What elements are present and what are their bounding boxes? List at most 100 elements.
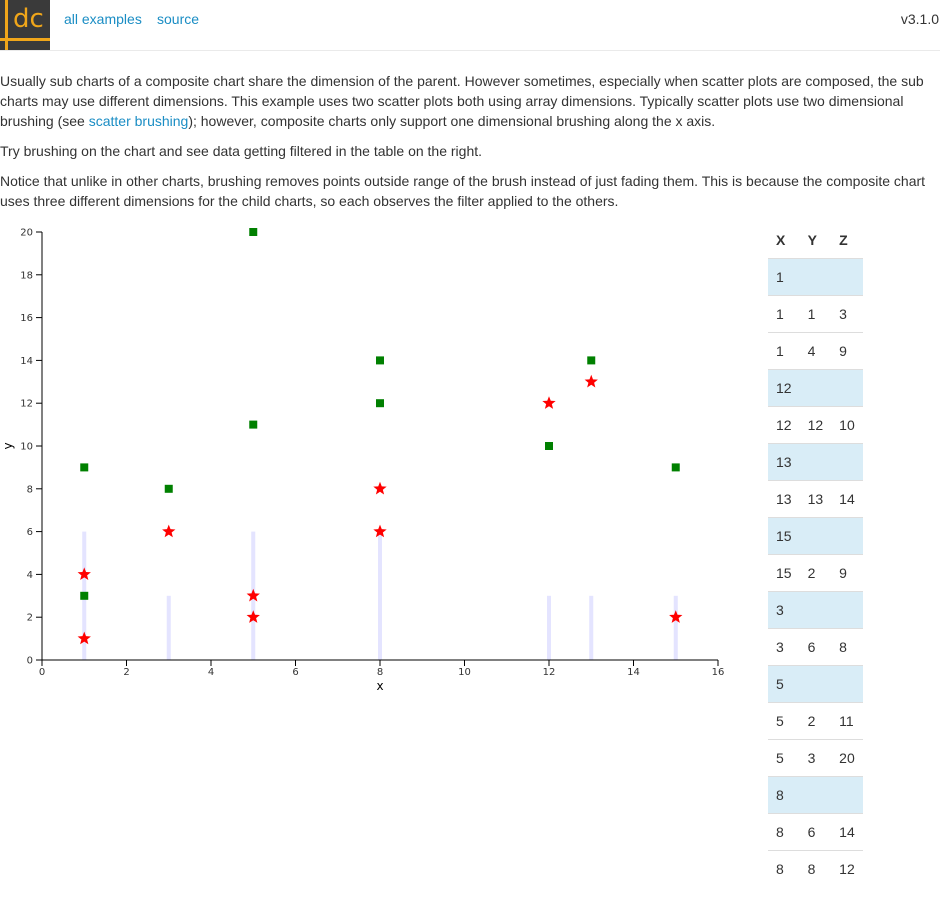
source-link[interactable]: source (157, 11, 200, 27)
table-cell: 10 (831, 406, 863, 444)
x-tick-label: 6 (292, 667, 298, 678)
chart-point-square (587, 356, 596, 365)
intro-p1-start: Usually sub charts of a composite chart … (0, 73, 924, 129)
table-row: 8 6 14 (768, 813, 863, 851)
table-body: 1 1 1 3 1 4 9 12 12 12 10 13 13 13 14 15 15 2 9 3 3 6 8 5 5 2 11 5 3… (768, 258, 863, 887)
y-tick-label: 10 (20, 442, 33, 453)
composite-scatter-chart[interactable]: 0 2 4 6 8 10 12 14 16 0 2 4 6 8 10 12 14 16 18 20 x y (0, 220, 740, 700)
x-axis-label: x (376, 679, 383, 693)
chart-point-square (249, 228, 258, 236)
table-cell (831, 591, 863, 629)
table-cell (799, 369, 832, 407)
table-cell: 8 (768, 850, 800, 887)
y-tick-label: 4 (27, 570, 33, 581)
table-cell (831, 776, 863, 814)
table-cell: 3 (768, 628, 800, 666)
y-axis-label: y (1, 442, 15, 449)
table-cell: 9 (831, 332, 863, 370)
x-tick-label: 2 (123, 667, 129, 678)
table-cell: 1 (799, 295, 832, 333)
chart-bar (547, 595, 551, 660)
table-group-row: 8 (768, 776, 863, 814)
chart-point-star (162, 524, 176, 538)
table-cell: 3 (831, 295, 863, 333)
chart-bar (378, 531, 382, 660)
chart-point-square (545, 442, 553, 450)
table-cell: 12 (768, 369, 800, 407)
chart-point-star (77, 567, 91, 581)
chart-bar (589, 595, 594, 660)
table-cell: 6 (799, 813, 832, 851)
x-tick-label: 14 (627, 667, 640, 678)
logo-text: dc (13, 4, 44, 34)
chart-point-square (671, 463, 680, 472)
table-cell: 8 (799, 850, 832, 887)
table-group-row: 13 (768, 443, 863, 481)
chart-point-star (542, 396, 556, 409)
x-tick-label: 0 (39, 667, 45, 678)
chart-point-star (373, 481, 387, 495)
table-cell: 14 (831, 813, 863, 851)
table-cell: 15 (768, 554, 800, 592)
logo-bar-horizontal (0, 38, 50, 41)
x-tick-label: 12 (543, 667, 556, 678)
y-tick-label: 6 (27, 527, 33, 538)
table-cell (831, 443, 863, 481)
data-table: X Y Z 1 1 1 3 1 4 9 12 12 12 10 13 13 13 14 15 15 2 9 3 3 6 8 5… (768, 221, 863, 887)
chart-bar (166, 595, 171, 660)
table-cell (799, 517, 832, 555)
table-cell (799, 443, 832, 481)
table-cell: 2 (799, 702, 832, 740)
table-cell: 1 (768, 295, 800, 333)
chart-point-star (373, 524, 387, 538)
chart-point-star (246, 610, 260, 623)
x-axis: 0 2 4 6 8 10 12 14 16 (39, 659, 725, 678)
table-cell (799, 591, 832, 629)
table-cell (831, 517, 863, 555)
y-tick-label: 20 (20, 228, 33, 239)
table-cell: 3 (799, 739, 832, 777)
intro-paragraph-2: Try brushing on the chart and see data g… (0, 143, 483, 159)
chart-point-square (80, 463, 89, 472)
table-cell: 5 (768, 665, 800, 703)
table-group-row: 5 (768, 665, 863, 703)
version-label: v3.1.0 (900, 11, 939, 27)
table-row: 12 12 10 (768, 406, 863, 444)
table-group-row: 12 (768, 369, 863, 407)
table-cell: 20 (831, 739, 863, 777)
table-cell: 6 (799, 628, 832, 666)
table-cell: 13 (768, 480, 800, 518)
table-cell: 8 (768, 813, 800, 851)
table-cell (831, 258, 863, 296)
dc-logo[interactable]: dc (0, 0, 50, 50)
table-group-row: 3 (768, 591, 863, 629)
y-tick-label: 12 (20, 399, 33, 410)
chart-point-square (80, 591, 89, 600)
chart-point-star (584, 374, 598, 388)
y-tick-label: 14 (20, 356, 33, 367)
y-tick-label: 2 (27, 613, 33, 624)
y-tick-label: 8 (27, 484, 33, 495)
x-tick-label: 16 (712, 667, 725, 678)
chart-point-square (376, 399, 384, 408)
table-cell: 14 (831, 480, 863, 518)
chart-point-star (246, 588, 260, 602)
intro-paragraph-3: Notice that unlike in other charts, brus… (0, 173, 926, 209)
scatter-brushing-link[interactable]: scatter brushing (88, 113, 189, 129)
table-cell: 2 (799, 554, 832, 592)
table-cell: 3 (768, 591, 800, 629)
chart-bar (673, 595, 678, 660)
all-examples-link[interactable]: all examples (64, 11, 142, 27)
chart-point-star (669, 610, 683, 623)
chart-point-square (249, 420, 258, 429)
chart-point-star (77, 631, 91, 645)
table-cell: 1 (768, 332, 800, 370)
page-header: dc all examples source v3.1.0 (0, 0, 940, 51)
plot-area[interactable] (77, 228, 683, 660)
intro-text: Usually sub charts of a composite chart … (0, 71, 932, 221)
y-axis: 0 2 4 6 8 10 12 14 16 18 20 (20, 228, 43, 667)
table-row: 5 3 20 (768, 739, 863, 777)
